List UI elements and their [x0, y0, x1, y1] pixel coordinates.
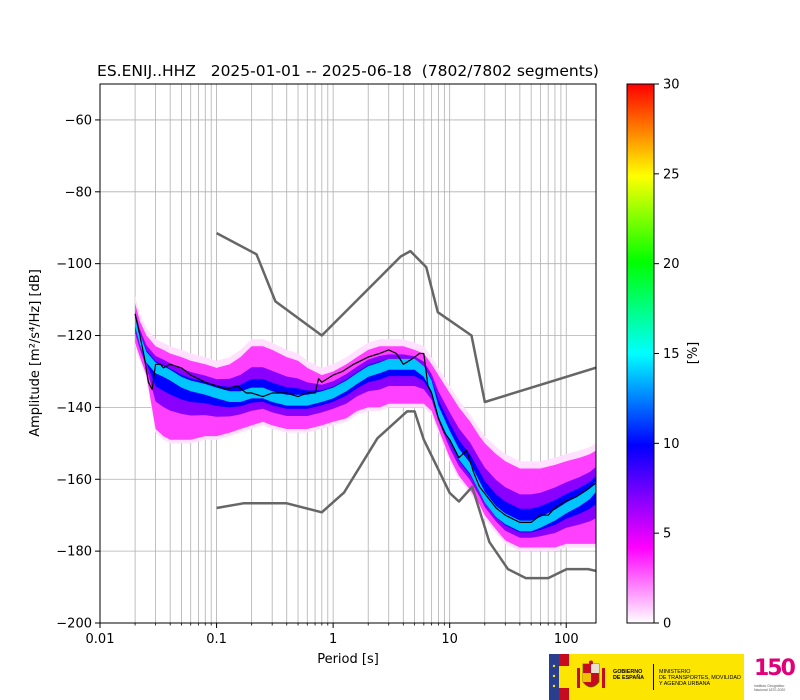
logo-divider: [653, 664, 654, 690]
colorbar-label: [%]: [686, 342, 701, 365]
colorbar-tick-label: 5: [663, 527, 671, 542]
y-tick-label: −120: [56, 329, 92, 344]
colorbar-tick-label: 25: [663, 167, 680, 182]
coat-of-arms-icon: [577, 660, 605, 688]
x-axis-label: Period [s]: [317, 652, 379, 667]
mode-line: [134, 313, 596, 523]
government-label: GOBIERNO DE ESPAÑA: [613, 669, 645, 681]
x-tick-label: 10: [441, 632, 458, 647]
y-tick-label: −60: [65, 113, 92, 128]
ign-caption: Instituto Geográfico Nacional 1870-2020: [754, 684, 786, 692]
x-tick-label: 0.01: [86, 632, 115, 647]
nlnm-line: [216, 410, 596, 580]
x-tick-label: 100: [554, 632, 579, 647]
y-tick-label: −200: [56, 617, 92, 632]
spain-flag-icon: [549, 654, 569, 700]
y-axis-label: Amplitude [m²/s⁴/Hz] [dB]: [28, 269, 43, 437]
y-tick-label: −160: [56, 473, 92, 488]
colorbar-tick-label: 0: [663, 617, 671, 632]
colorbar-tick-label: 15: [663, 347, 680, 362]
y-tick-label: −180: [56, 545, 92, 560]
colorbar: [626, 83, 655, 624]
colorbar-ticks: 0 5 10 15 20 25 30: [654, 78, 680, 632]
heatmap-blue: [135, 315, 596, 533]
y-axis: −200 −180 −160 −140 −120 −100 −80 −60: [56, 113, 100, 632]
colorbar-tick-label: 10: [663, 437, 680, 452]
y-tick-label: −80: [65, 185, 92, 200]
x-tick-label: 1: [329, 632, 337, 647]
y-tick-label: −140: [56, 401, 92, 416]
chart-title: ES.ENIJ..HHZ 2025-01-01 -- 2025-06-18 (7…: [97, 62, 599, 80]
x-axis: 0.01 0.1 1 10 100: [86, 623, 579, 647]
government-logo: GOBIERNO DE ESPAÑA MINISTERIO DE TRANSPO…: [549, 654, 744, 700]
plot-frame: [99, 83, 597, 624]
noise-model-curves: [134, 231, 596, 580]
colorbar-tick-label: 30: [663, 78, 680, 93]
ign-anniversary-logo: 150 Instituto Geográfico Nacional 1870-2…: [752, 656, 796, 698]
colorbar-tick-label: 20: [663, 257, 680, 272]
nhnm-line: [216, 231, 596, 404]
y-tick-label: −100: [56, 257, 92, 272]
ministry-label: MINISTERIO DE TRANSPORTES, MOVILIDAD Y A…: [659, 669, 741, 687]
x-tick-label: 0.1: [206, 632, 227, 647]
ign-anniversary-number: 150: [754, 656, 796, 681]
